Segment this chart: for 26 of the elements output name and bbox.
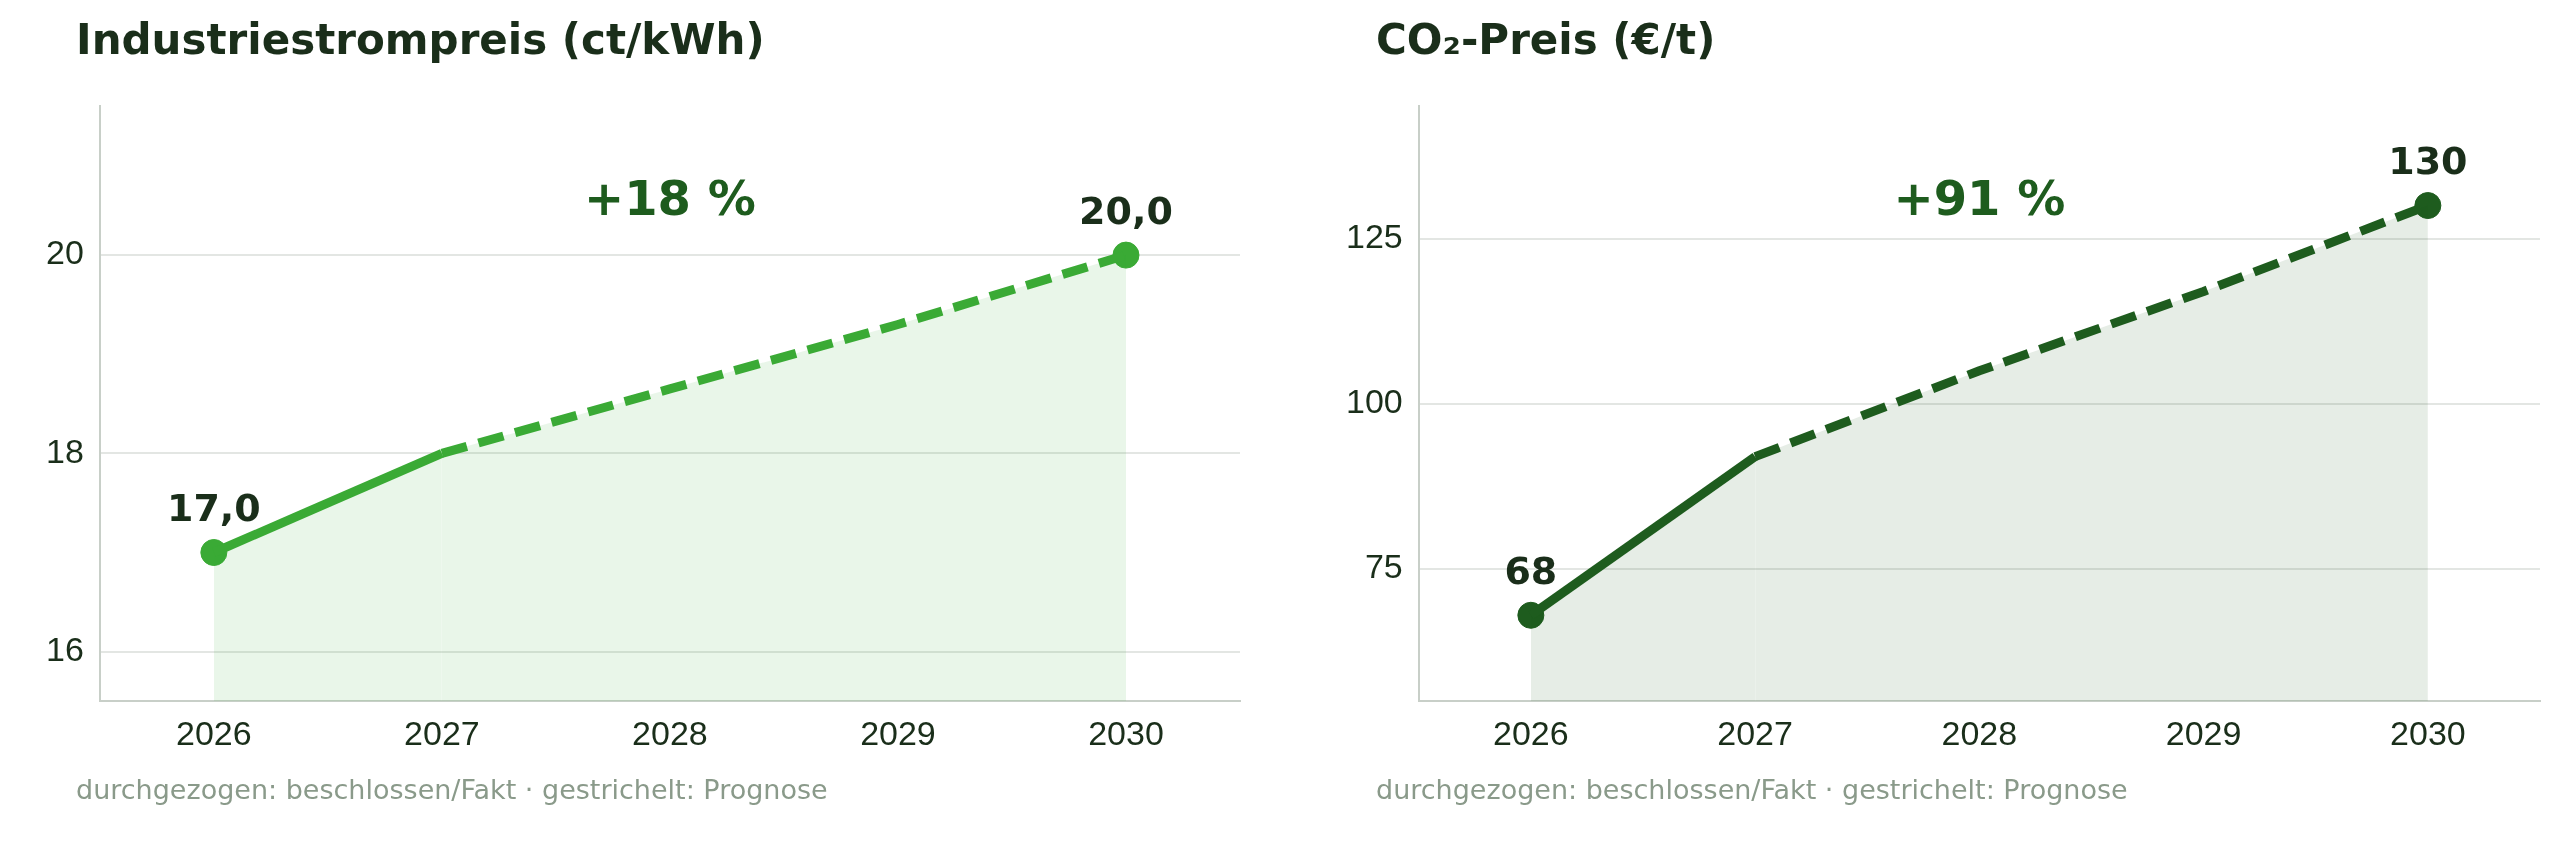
y-tick-label: 16 [45, 630, 84, 669]
x-tick-label: 2027 [1717, 713, 1793, 752]
x-tick-label: 2026 [176, 713, 252, 752]
y-tick-label: 75 [1364, 547, 1403, 586]
x-tick-label: 2028 [1941, 713, 2018, 752]
x-tick-label: 2027 [404, 713, 480, 752]
x-tick-label: 2030 [2390, 713, 2466, 752]
x-tick-label: 2029 [860, 713, 936, 752]
chart-title: CO₂-Preis (€/t) [1376, 14, 1717, 66]
y-tick-label: 20 [45, 233, 84, 272]
annotation: +18 % [584, 169, 756, 226]
y-tick-label: 18 [45, 431, 84, 470]
data-label: 130 [2388, 139, 2468, 184]
x-tick-label: 2028 [632, 713, 708, 752]
text: durchgezogen: beschlossen/Fakt · gestrichelt: Prognose [1376, 774, 2129, 805]
annotation: +91 % [1893, 169, 2066, 226]
data-label: 20,0 [1079, 188, 1173, 233]
x-tick-label: 2026 [1493, 713, 1569, 752]
chart-title: Industriestrompreis (ct/kWh) [76, 14, 766, 66]
text: durchgezogen: beschlossen/Fakt · gestrichelt: Prognose [76, 774, 829, 805]
data-label: 68 [1504, 549, 1558, 594]
y-tick-label: 100 [1345, 382, 1403, 421]
x-tick-label: 2029 [2165, 713, 2242, 752]
y-tick-label: 125 [1345, 216, 1403, 255]
data-label: 17,0 [166, 486, 261, 531]
x-tick-label: 2030 [1088, 713, 1164, 752]
